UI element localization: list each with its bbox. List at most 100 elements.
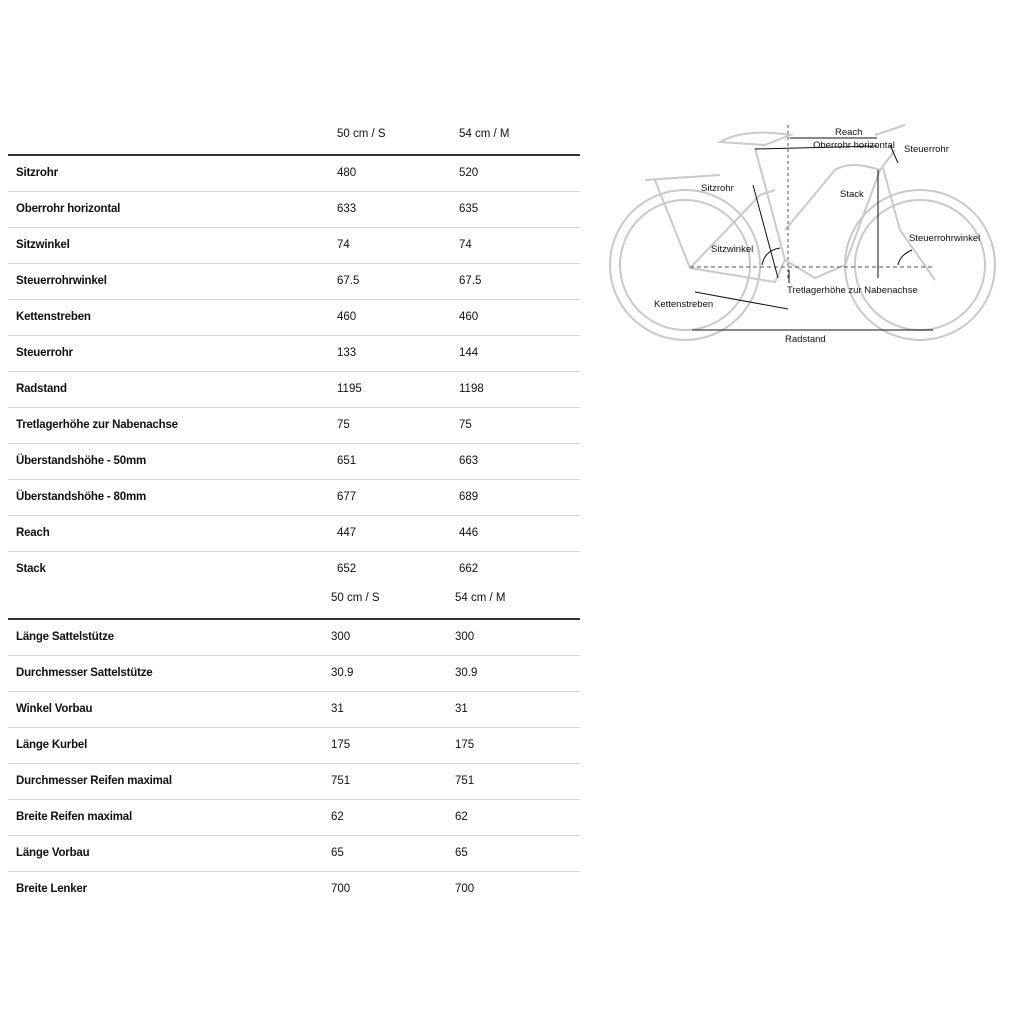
table-row: Überstandshöhe - 80mm 677 689 — [8, 480, 580, 516]
label-radstand: Radstand — [785, 334, 826, 345]
value-m: 62 — [455, 811, 468, 823]
value-m: 700 — [455, 883, 475, 895]
column-header-s: 50 cm / S — [331, 592, 380, 604]
row-label: Winkel Vorbau — [16, 703, 93, 715]
row-label: Länge Kurbel — [16, 739, 88, 751]
table-row: Überstandshöhe - 50mm 651 663 — [8, 444, 580, 480]
value-m: 67.5 — [459, 275, 482, 287]
row-label: Durchmesser Sattelstütze — [16, 667, 153, 679]
row-label: Durchmesser Reifen maximal — [16, 775, 172, 787]
geometry-table-header: 50 cm / S 54 cm / M — [8, 118, 580, 156]
value-s: 175 — [331, 739, 351, 751]
value-s: 75 — [337, 419, 350, 431]
table-row: Länge Kurbel 175 175 — [8, 728, 580, 764]
table-row: Tretlagerhöhe zur Nabenachse 75 75 — [8, 408, 580, 444]
components-table: 50 cm / S 54 cm / M Länge Sattelstütze 30… — [8, 582, 580, 907]
value-s: 133 — [337, 347, 357, 359]
value-m: 520 — [459, 167, 479, 179]
row-label: Oberrohr horizontal — [16, 203, 121, 215]
table-row: Durchmesser Sattelstütze 30.9 30.9 — [8, 656, 580, 692]
value-s: 677 — [337, 491, 357, 503]
row-label: Breite Lenker — [16, 883, 87, 895]
value-s: 67.5 — [337, 275, 360, 287]
value-m: 446 — [459, 527, 479, 539]
row-label: Länge Sattelstütze — [16, 631, 115, 643]
label-kettenstreben: Kettenstreben — [654, 299, 713, 310]
table-row: Sitzwinkel 74 74 — [8, 228, 580, 264]
row-label: Tretlagerhöhe zur Nabenachse — [16, 419, 178, 431]
value-m: 689 — [459, 491, 479, 503]
value-s: 1195 — [337, 383, 362, 395]
value-s: 480 — [337, 167, 357, 179]
row-label: Radstand — [16, 383, 67, 395]
row-label: Sitzwinkel — [16, 239, 70, 251]
table-row: Länge Vorbau 65 65 — [8, 836, 580, 872]
value-m: 30.9 — [455, 667, 478, 679]
value-m: 460 — [459, 311, 479, 323]
value-s: 460 — [337, 311, 357, 323]
value-m: 662 — [459, 563, 479, 575]
row-label: Steuerrohr — [16, 347, 73, 359]
value-s: 30.9 — [331, 667, 354, 679]
table-row: Winkel Vorbau 31 31 — [8, 692, 580, 728]
components-table-header: 50 cm / S 54 cm / M — [8, 582, 580, 620]
value-m: 74 — [459, 239, 472, 251]
label-oberrohr-horizontal: Oberrohr horizontal — [813, 140, 895, 151]
bike-geometry-diagram: Reach Oberrohr horizontal Steuerrohr Sit… — [609, 124, 996, 345]
label-tretlagerhoehe: Tretlagerhöhe zur Nabenachse — [787, 285, 918, 296]
row-label: Kettenstreben — [16, 311, 91, 323]
value-s: 447 — [337, 527, 357, 539]
value-m: 1198 — [459, 383, 484, 395]
row-label: Überstandshöhe - 80mm — [16, 491, 146, 503]
value-m: 635 — [459, 203, 479, 215]
column-header-s: 50 cm / S — [337, 128, 386, 140]
table-row: Stack 652 662 — [8, 552, 580, 587]
label-stack: Stack — [840, 189, 864, 200]
value-s: 652 — [337, 563, 357, 575]
value-s: 751 — [331, 775, 351, 787]
table-row: Länge Sattelstütze 300 300 — [8, 620, 580, 656]
value-m: 663 — [459, 455, 479, 467]
value-s: 651 — [337, 455, 357, 467]
table-row: Durchmesser Reifen maximal 751 751 — [8, 764, 580, 800]
row-label: Überstandshöhe - 50mm — [16, 455, 146, 467]
value-m: 31 — [455, 703, 468, 715]
table-row: Breite Reifen maximal 62 62 — [8, 800, 580, 836]
row-label: Steuerrohrwinkel — [16, 275, 107, 287]
value-m: 144 — [459, 347, 479, 359]
column-header-m: 54 cm / M — [459, 128, 510, 140]
value-m: 751 — [455, 775, 475, 787]
table-row: Steuerrohr 133 144 — [8, 336, 580, 372]
label-sitzrohr: Sitzrohr — [701, 183, 734, 194]
value-s: 300 — [331, 631, 351, 643]
value-s: 31 — [331, 703, 344, 715]
value-m: 175 — [455, 739, 475, 751]
column-header-m: 54 cm / M — [455, 592, 506, 604]
value-s: 74 — [337, 239, 350, 251]
label-reach: Reach — [835, 127, 862, 138]
table-row: Radstand 1195 1198 — [8, 372, 580, 408]
row-label: Sitzrohr — [16, 167, 58, 179]
row-label: Stack — [16, 563, 46, 575]
value-m: 300 — [455, 631, 475, 643]
label-steuerrohrwinkel: Steuerrohrwinkel — [909, 233, 980, 244]
measurement-arrows — [692, 137, 933, 331]
value-s: 65 — [331, 847, 344, 859]
table-row: Kettenstreben 460 460 — [8, 300, 580, 336]
row-label: Reach — [16, 527, 50, 539]
label-steuerrohr: Steuerrohr — [904, 144, 949, 155]
table-row: Reach 447 446 — [8, 516, 580, 552]
table-row: Breite Lenker 700 700 — [8, 872, 580, 907]
value-s: 62 — [331, 811, 344, 823]
value-m: 65 — [455, 847, 468, 859]
value-s: 633 — [337, 203, 357, 215]
label-sitzwinkel: Sitzwinkel — [711, 244, 753, 255]
geometry-table: 50 cm / S 54 cm / M Sitzrohr 480 520 Oberro… — [8, 118, 580, 587]
value-s: 700 — [331, 883, 351, 895]
table-row: Steuerrohrwinkel 67.5 67.5 — [8, 264, 580, 300]
value-m: 75 — [459, 419, 472, 431]
table-row: Oberrohr horizontal 633 635 — [8, 192, 580, 228]
table-row: Sitzrohr 480 520 — [8, 156, 580, 192]
row-label: Breite Reifen maximal — [16, 811, 132, 823]
row-label: Länge Vorbau — [16, 847, 90, 859]
